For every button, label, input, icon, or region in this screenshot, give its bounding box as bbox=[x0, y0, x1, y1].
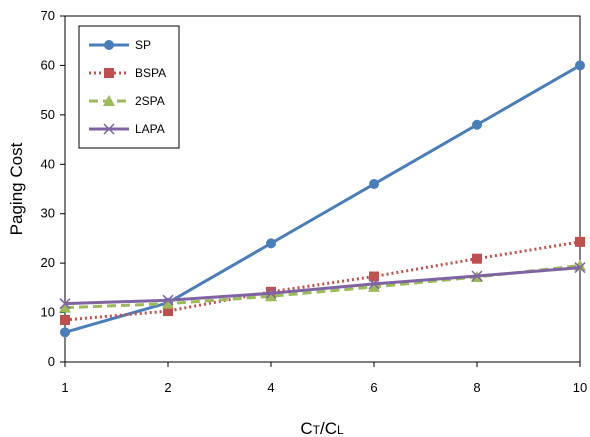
legend-marker-sp bbox=[104, 40, 114, 50]
y-axis: 0 10 20 30 40 50 60 70 bbox=[41, 8, 65, 369]
data-point-bspa bbox=[60, 314, 70, 325]
legend-item-2spa: 2SPA bbox=[89, 94, 165, 108]
data-point-bspa bbox=[472, 253, 482, 264]
data-point-sp bbox=[575, 60, 585, 71]
legend-item-lapa: LAPA bbox=[89, 122, 165, 136]
x-tick-label: 4 bbox=[267, 380, 274, 395]
data-point-lapa bbox=[574, 262, 586, 274]
legend-marker-2spa bbox=[103, 95, 115, 106]
data-point-lapa bbox=[471, 270, 483, 282]
y-tick-label: 20 bbox=[41, 255, 55, 270]
series-line-sp bbox=[64, 64, 581, 334]
x-axis-label: CT/CL bbox=[300, 419, 344, 437]
data-point-bspa bbox=[369, 271, 379, 282]
data-point-sp bbox=[60, 327, 70, 338]
data-point-bspa bbox=[163, 306, 173, 317]
x-tick-label: 6 bbox=[370, 380, 377, 395]
data-point-lapa-stroke bbox=[59, 298, 71, 310]
data-point-2spa bbox=[59, 301, 71, 313]
data-point-lapa bbox=[265, 287, 277, 299]
y-tick-label: 10 bbox=[41, 305, 55, 320]
y-tick-label: 30 bbox=[41, 206, 55, 221]
y-tick-label: 70 bbox=[41, 8, 55, 23]
legend-item-bspa: BSPA bbox=[89, 66, 166, 80]
data-point-lapa-stroke bbox=[162, 294, 174, 306]
x-tick-label: 1 bbox=[61, 380, 68, 395]
y-tick-label: 60 bbox=[41, 57, 55, 72]
legend-marker-lapa-stroke bbox=[103, 123, 115, 135]
y-tick-label: 0 bbox=[48, 354, 55, 369]
series-line-2spa bbox=[64, 264, 581, 310]
data-point-sp bbox=[472, 119, 482, 130]
plot-area bbox=[64, 15, 581, 363]
data-point-2spa bbox=[162, 297, 174, 309]
data-point-sp bbox=[266, 238, 276, 249]
data-point-lapa bbox=[162, 294, 174, 306]
x-tick-label: 8 bbox=[473, 380, 480, 395]
data-point-lapa bbox=[368, 278, 380, 290]
x-tick-label: 2 bbox=[164, 380, 171, 395]
series-line-lapa bbox=[64, 266, 581, 306]
series-lapa bbox=[59, 262, 586, 310]
x-axis: 1 2 4 6 8 10 bbox=[61, 362, 587, 395]
legend-label-2spa: 2SPA bbox=[135, 94, 165, 108]
y-tick-label: 50 bbox=[41, 107, 55, 122]
legend-item-sp: SP bbox=[89, 38, 151, 52]
legend-label-bspa: BSPA bbox=[135, 66, 166, 80]
data-point-lapa-stroke bbox=[265, 287, 277, 299]
data-point-lapa bbox=[59, 298, 71, 310]
legend-label-lapa: LAPA bbox=[135, 122, 165, 136]
data-point-2spa bbox=[368, 280, 380, 292]
legend-label-sp: SP bbox=[135, 38, 151, 52]
data-point-sp bbox=[369, 179, 379, 190]
y-tick-label: 40 bbox=[41, 156, 55, 171]
data-point-lapa-stroke bbox=[368, 278, 380, 290]
legend: SP BSPA 2SPA LAPA bbox=[78, 25, 180, 149]
data-point-lapa-stroke bbox=[471, 270, 483, 282]
y-axis-label: Paging Cost bbox=[7, 142, 26, 235]
legend-marker-lapa bbox=[103, 123, 115, 135]
data-point-bspa bbox=[575, 236, 585, 247]
x-tick-label: 10 bbox=[573, 380, 587, 395]
data-point-lapa-stroke bbox=[574, 262, 586, 274]
data-point-2spa bbox=[265, 290, 277, 302]
series-line-bspa bbox=[64, 240, 581, 322]
legend-marker-bspa bbox=[104, 68, 114, 78]
series-layer bbox=[59, 60, 586, 338]
